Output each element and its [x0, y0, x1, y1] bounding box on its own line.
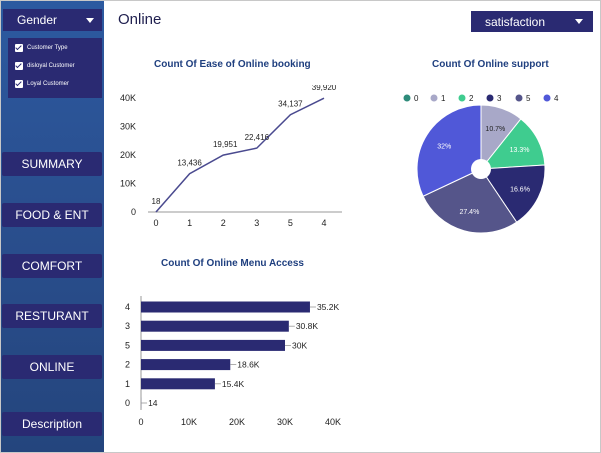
y-tick-label: 0 — [125, 398, 130, 408]
gender-dropdown-label: Gender — [17, 13, 58, 27]
nav-comfort-button[interactable]: COMFORT — [2, 254, 102, 278]
slice-label: 16.6% — [510, 186, 530, 193]
data-label: 19,951 — [213, 140, 238, 149]
chevron-down-icon — [86, 18, 94, 23]
data-label: 35.2K — [317, 302, 340, 312]
filter-label: disloyal Customer — [27, 63, 75, 69]
bar-chart: 4 35.2K 3 30.8K 5 30K 2 18.6K 1 15.4K 0 14 0 10K 20K 30… — [125, 296, 341, 427]
customer-type-filter: Customer Type disloyal Customer Loyal Cu… — [8, 38, 102, 98]
filter-item[interactable]: Customer Type — [15, 42, 68, 54]
data-label: 18.6K — [237, 360, 260, 370]
pie-center-hole — [471, 159, 491, 179]
bar — [141, 320, 289, 332]
line-chart-title: Count Of Ease of Online booking — [154, 59, 311, 70]
checkbox-checked-icon — [15, 62, 23, 70]
data-label: 30.8K — [296, 321, 319, 331]
x-tick-label: 4 — [321, 218, 326, 228]
data-label: 15.4K — [222, 379, 245, 389]
filter-label: Customer Type — [27, 45, 68, 51]
data-label: 18 — [152, 197, 161, 206]
nav-food-ent-button[interactable]: FOOD & ENT — [2, 203, 102, 227]
checkbox-checked-icon — [15, 44, 23, 52]
checkbox-checked-icon — [15, 80, 23, 88]
nav-online-button[interactable]: ONLINE — [2, 355, 102, 379]
legend-label: 2 — [469, 94, 474, 103]
x-tick-label: 0 — [138, 417, 143, 427]
legend-marker — [458, 94, 466, 102]
bar-chart-title: Count Of Online Menu Access — [161, 258, 304, 269]
x-tick-label: 1 — [187, 218, 192, 228]
x-tick-label: 3 — [254, 218, 259, 228]
slice-label: 13.3% — [510, 147, 530, 154]
legend-label: 5 — [526, 94, 531, 103]
x-tick-label: 0 — [153, 218, 158, 228]
y-tick-label: 3 — [125, 321, 130, 331]
slice-label: 10.7% — [485, 126, 505, 133]
legend-label: 1 — [441, 94, 446, 103]
satisfaction-dropdown[interactable]: satisfaction — [471, 11, 593, 32]
y-tick-label: 1 — [125, 379, 130, 389]
filter-label: Loyal Customer — [27, 81, 70, 87]
bar — [141, 378, 215, 390]
nav-description-button[interactable]: Description — [2, 412, 102, 436]
y-tick-label: 5 — [125, 340, 130, 350]
y-tick-label: 20K — [120, 150, 136, 160]
legend-marker — [403, 94, 411, 102]
y-tick-label: 0 — [131, 207, 136, 217]
pie-slice — [422, 168, 518, 234]
y-tick-label: 40K — [120, 93, 136, 103]
nav-resturant-button[interactable]: RESTURANT — [2, 304, 102, 328]
data-label: 22,416 — [245, 133, 270, 142]
data-label: 30K — [292, 340, 307, 350]
pie-slice — [480, 164, 546, 223]
data-label: 13,436 — [177, 159, 202, 168]
y-tick-label: 30K — [120, 122, 136, 132]
sidebar: Gender Customer Type disloyal Customer L… — [1, 1, 104, 452]
legend-marker — [515, 94, 523, 102]
page-title: Online — [118, 11, 162, 28]
legend-marker — [486, 94, 494, 102]
slice-label: 27.4% — [459, 209, 479, 216]
bar — [141, 339, 285, 351]
x-tick-label: 10K — [181, 417, 197, 427]
x-tick-label: 2 — [221, 218, 226, 228]
pie-slice — [416, 104, 482, 197]
pie-chart-title: Count Of Online support — [432, 59, 549, 70]
legend-label: 3 — [497, 94, 502, 103]
y-tick-label: 10K — [120, 179, 136, 189]
gender-dropdown[interactable]: Gender — [3, 9, 102, 31]
y-tick-label: 4 — [125, 302, 130, 312]
pie-slice — [479, 118, 546, 170]
slice-label: 32% — [437, 144, 451, 151]
y-tick-label: 2 — [125, 360, 130, 370]
legend-marker — [543, 94, 551, 102]
x-tick-label: 20K — [229, 417, 245, 427]
data-label: 34,137 — [278, 100, 303, 109]
series-line — [155, 97, 325, 213]
pie-chart: 0 1 2 3 5 4 10.7% 13.3% 16.6% 27.4% 32% — [403, 94, 559, 234]
legend-label: 0 — [414, 94, 419, 103]
data-label: 39,920 — [312, 85, 337, 92]
bar — [141, 301, 310, 313]
data-label: 14 — [148, 398, 158, 408]
nav-summary-button[interactable]: SUMMARY — [2, 152, 102, 176]
legend-label: 4 — [554, 94, 559, 103]
x-tick-label: 40K — [325, 417, 341, 427]
chevron-down-icon — [575, 19, 583, 24]
bar — [141, 359, 231, 371]
line-chart: 0 10K 20K 30K 40K 0 1 2 3 5 4 18 13,436 19,951 22,416 3… — [120, 85, 342, 228]
filter-item[interactable]: disloyal Customer — [15, 60, 75, 72]
legend-marker — [430, 94, 438, 102]
x-tick-label: 30K — [277, 417, 293, 427]
satisfaction-dropdown-label: satisfaction — [485, 15, 546, 29]
filter-item[interactable]: Loyal Customer — [15, 78, 69, 90]
x-tick-label: 5 — [288, 218, 293, 228]
